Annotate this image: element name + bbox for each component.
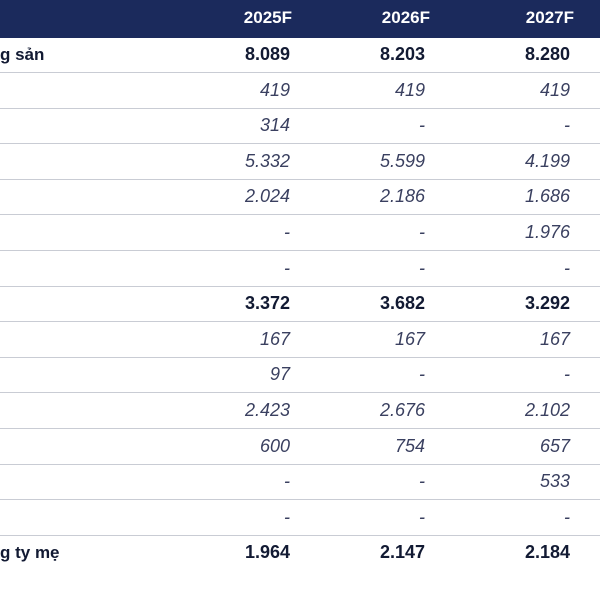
table-row: 3.372 3.682 3.292 (0, 286, 600, 323)
table-row: 2.024 2.186 1.686 (0, 179, 600, 216)
table-cell: - (419, 364, 425, 385)
table-header: 2025F 2026F 2027F (0, 0, 600, 38)
table-cell: - (284, 222, 290, 242)
table-row: --- (0, 500, 600, 536)
table-cell: 5.332 (244, 150, 290, 171)
table-cell: - (284, 471, 290, 492)
table-cell: 419 (259, 79, 290, 100)
table-cell: 1.964 (244, 542, 290, 563)
table-cell: 3.372 (244, 293, 290, 314)
table-cell: - (419, 506, 425, 527)
table-cell: 2.186 (379, 186, 425, 207)
table-cell: 657 (539, 435, 570, 456)
table-cell: - (419, 222, 425, 242)
table-cell: 1.976 (524, 222, 570, 242)
table-cell: - (564, 364, 570, 385)
table-cell: 600 (259, 435, 290, 456)
table-cell: 533 (539, 471, 570, 492)
table-row: 314 - - (0, 108, 600, 145)
table-cell: - (564, 257, 570, 278)
table-row: 167 167 167 (0, 322, 600, 358)
table-cell: 167 (539, 328, 570, 349)
table-cell: 419 (539, 79, 570, 100)
table-row: 600 754 657 (0, 429, 600, 465)
table-cell: 419 (394, 79, 425, 100)
table-cell: 754 (394, 435, 425, 456)
table-row: 419 419 419 (0, 73, 600, 109)
table-cell: 5.599 (379, 150, 425, 171)
column-header-2027f: 2027F (525, 8, 574, 27)
table-cell: 4.199 (524, 150, 570, 171)
table-cell: - (564, 506, 570, 527)
table-row: - - 1.976 (0, 215, 600, 251)
row-label: g sản (0, 45, 45, 64)
table-cell: - (419, 115, 425, 136)
table-cell: 2.147 (379, 542, 425, 563)
table-cell: 2.676 (379, 400, 425, 420)
table-cell: 2.184 (524, 542, 570, 563)
table-cell: 8.203 (379, 44, 425, 64)
table-cell: 2.024 (244, 186, 290, 207)
table-cell: 2.423 (244, 400, 290, 420)
table-cell: 3.292 (524, 293, 570, 314)
table-cell: 2.102 (524, 400, 570, 420)
table-cell: - (419, 257, 425, 278)
table-row: g ty mẹ 1.964 2.147 2.184 (0, 535, 600, 570)
table-row: 5.332 5.599 4.199 (0, 144, 600, 180)
column-header-2026f: 2026F (381, 8, 430, 27)
table-cell: - (284, 257, 290, 278)
table-row: 97 - - (0, 357, 600, 394)
table-cell: 167 (259, 328, 290, 349)
table-cell: - (284, 506, 290, 527)
table-cell: 1.686 (524, 186, 570, 207)
table-cell: 167 (394, 328, 425, 349)
table-row: - - 533 (0, 464, 600, 501)
table-cell: 8.089 (244, 44, 290, 64)
table-cell: 97 (269, 364, 290, 385)
table-row: g sản 8.089 8.203 8.280 (0, 37, 600, 73)
table-row: --- (0, 251, 600, 287)
table-row: 2.423 2.676 2.102 (0, 393, 600, 429)
table-cell: - (564, 115, 570, 136)
column-header-2025f: 2025F (243, 8, 292, 27)
table-cell: 314 (259, 115, 290, 136)
row-label: g ty mẹ (0, 543, 60, 563)
table-cell: 3.682 (379, 293, 425, 314)
table-cell: - (419, 471, 425, 492)
table-cell: 8.280 (524, 44, 570, 64)
